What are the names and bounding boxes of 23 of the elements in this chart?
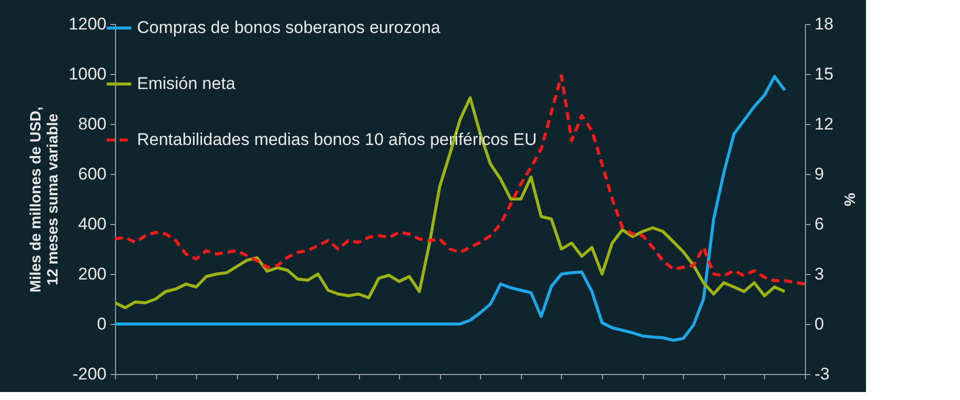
y2-tick-label: -3 bbox=[814, 364, 830, 384]
y-tick-label: 0 bbox=[97, 314, 106, 334]
y-tick-label: 200 bbox=[78, 264, 106, 284]
line-series bbox=[115, 75, 786, 342]
y-axis-title: Miles de millones de USD, 12 meses suma variable bbox=[28, 106, 62, 292]
line-series bbox=[115, 74, 805, 286]
y2-tick-label: 15 bbox=[814, 64, 834, 84]
y2-tick-label: 0 bbox=[814, 314, 824, 334]
y-tick-label: 800 bbox=[78, 114, 106, 134]
legend-label: Compras de bonos soberanos eurozona bbox=[137, 18, 441, 37]
y-tick-label: 400 bbox=[78, 214, 106, 234]
y-tick-label: 1000 bbox=[68, 64, 106, 84]
legend-label: Emisión neta bbox=[137, 74, 236, 93]
y-tick-label: 1200 bbox=[68, 14, 106, 34]
y2-tick-label: 12 bbox=[814, 114, 834, 134]
y2-tick-label: 3 bbox=[814, 264, 824, 284]
y-tick-label: -200 bbox=[72, 364, 106, 384]
line-series bbox=[115, 96, 786, 310]
y2-tick-label: 9 bbox=[814, 164, 824, 184]
y-tick-label: 600 bbox=[78, 164, 106, 184]
y2-tick-label: 6 bbox=[814, 214, 824, 234]
y2-tick-label: 18 bbox=[814, 14, 834, 34]
y2-axis-title: % bbox=[840, 192, 858, 206]
